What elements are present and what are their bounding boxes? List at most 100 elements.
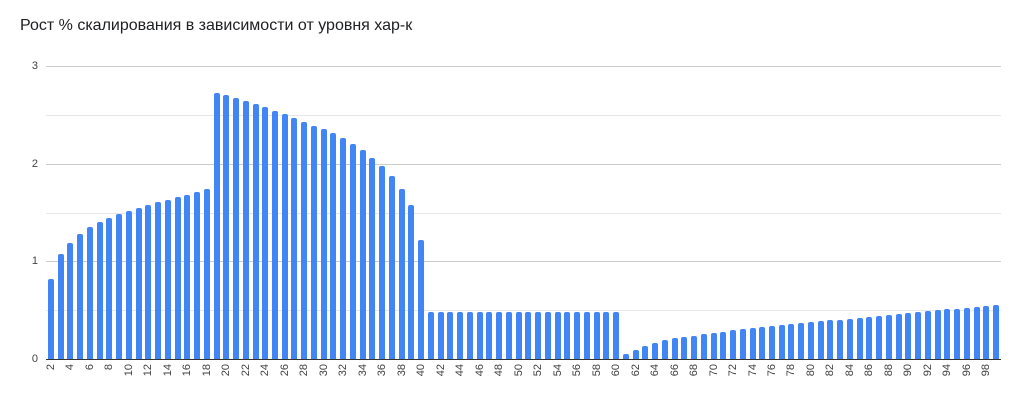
x-axis-tick-label: 30 <box>317 364 330 377</box>
bar-level-80 <box>807 321 814 359</box>
x-axis-tick-label: 98 <box>980 364 993 377</box>
bar-level-63 <box>642 346 649 359</box>
bar-level-13 <box>155 201 162 359</box>
bar-level-90 <box>905 313 912 359</box>
major-gridline <box>46 66 1001 67</box>
bar-level-99 <box>993 305 1000 359</box>
bar-level-56 <box>574 312 581 359</box>
bar-level-20 <box>223 95 230 359</box>
bar-level-52 <box>535 312 542 359</box>
bar-level-54 <box>554 312 561 359</box>
bar-level-16 <box>184 194 191 359</box>
bar-level-62 <box>632 350 639 359</box>
bar-level-71 <box>720 331 727 359</box>
bar-level-73 <box>739 328 746 359</box>
bar-level-11 <box>135 207 142 359</box>
y-axis-tick-label: 1 <box>31 255 38 268</box>
bar-level-94 <box>944 309 951 359</box>
x-axis-tick-label: 78 <box>785 364 798 377</box>
x-axis-tick-label: 14 <box>161 364 174 377</box>
bar-level-64 <box>652 343 659 359</box>
x-axis-tick-label: 50 <box>512 364 525 377</box>
minor-gridline <box>46 114 1001 116</box>
bar-level-86 <box>866 317 873 359</box>
x-axis-tick-label: 60 <box>610 364 623 377</box>
x-axis-tick-label: 4 <box>64 364 77 371</box>
bar-level-32 <box>340 138 347 359</box>
bar-level-15 <box>174 196 181 359</box>
x-axis-tick-label: 62 <box>629 364 642 377</box>
bar-level-21 <box>233 98 240 359</box>
x-axis-tick-label: 54 <box>551 364 564 377</box>
bar-level-58 <box>593 312 600 359</box>
bar-level-74 <box>749 327 756 359</box>
bar-level-47 <box>486 312 493 359</box>
bar-level-29 <box>310 125 317 359</box>
bar-level-84 <box>846 318 853 359</box>
bar-level-85 <box>856 317 863 359</box>
x-axis-line <box>46 359 1001 360</box>
bar-level-12 <box>145 204 152 359</box>
bar-level-34 <box>359 149 366 359</box>
x-axis-tick-label: 32 <box>337 364 350 377</box>
bar-level-38 <box>398 189 405 359</box>
x-axis-tick-label: 8 <box>103 364 116 371</box>
x-axis-tick-label: 10 <box>122 364 135 377</box>
bar-level-39 <box>408 204 415 359</box>
x-axis-tick-label: 68 <box>688 364 701 377</box>
x-axis-tick-label: 64 <box>649 364 662 377</box>
bar-level-6 <box>86 227 93 359</box>
x-axis-tick-label: 36 <box>376 364 389 377</box>
bar-level-92 <box>924 311 931 359</box>
bar-level-70 <box>710 332 717 359</box>
chart-title: Рост % скалирования в зависимости от уро… <box>20 17 413 34</box>
bar-level-57 <box>583 312 590 359</box>
bar-level-3 <box>57 254 64 359</box>
y-axis-tick-label: 2 <box>31 157 38 170</box>
x-axis-tick-label: 42 <box>434 364 447 377</box>
bar-level-53 <box>544 312 551 359</box>
x-axis-tick-label: 58 <box>590 364 603 377</box>
bar-level-10 <box>125 210 132 359</box>
x-axis-tick-label: 88 <box>882 364 895 377</box>
x-axis-tick-label: 82 <box>824 364 837 377</box>
x-axis-tick-label: 92 <box>921 364 934 377</box>
x-axis-tick-label: 2 <box>44 364 57 371</box>
bar-level-95 <box>954 309 961 359</box>
bar-level-27 <box>291 117 298 359</box>
x-axis-tick-label: 22 <box>239 364 252 377</box>
bar-level-9 <box>116 214 123 359</box>
bar-level-42 <box>437 312 444 359</box>
bar-level-4 <box>67 242 74 359</box>
x-axis-tick-label: 34 <box>356 364 369 377</box>
x-axis-tick-label: 72 <box>727 364 739 377</box>
bar-level-83 <box>837 319 844 359</box>
bar-level-46 <box>476 312 483 359</box>
bar-level-87 <box>876 316 883 359</box>
bar-level-51 <box>525 312 532 359</box>
bar-level-37 <box>388 176 395 359</box>
bar-level-68 <box>691 335 698 359</box>
bar-level-23 <box>252 104 259 359</box>
bar-level-43 <box>447 312 454 359</box>
major-gridline <box>46 163 1001 165</box>
bar-level-25 <box>272 110 278 359</box>
bar-level-8 <box>106 218 113 359</box>
x-axis-tick-label: 26 <box>278 364 291 377</box>
bar-level-44 <box>457 312 464 359</box>
bar-level-55 <box>564 312 571 359</box>
bar-level-22 <box>242 101 249 359</box>
bar-level-28 <box>301 121 308 359</box>
bar-level-77 <box>778 324 785 359</box>
bar-level-91 <box>915 312 922 359</box>
x-axis-tick-label: 66 <box>668 364 681 377</box>
bar-level-18 <box>203 189 210 359</box>
bar-level-14 <box>164 199 171 359</box>
x-axis-tick-label: 20 <box>220 364 233 377</box>
x-axis-tick-label: 12 <box>142 364 155 377</box>
bar-level-5 <box>77 233 84 359</box>
minor-gridline <box>46 212 1001 214</box>
bar-level-97 <box>973 307 980 359</box>
bar-level-82 <box>827 319 834 359</box>
